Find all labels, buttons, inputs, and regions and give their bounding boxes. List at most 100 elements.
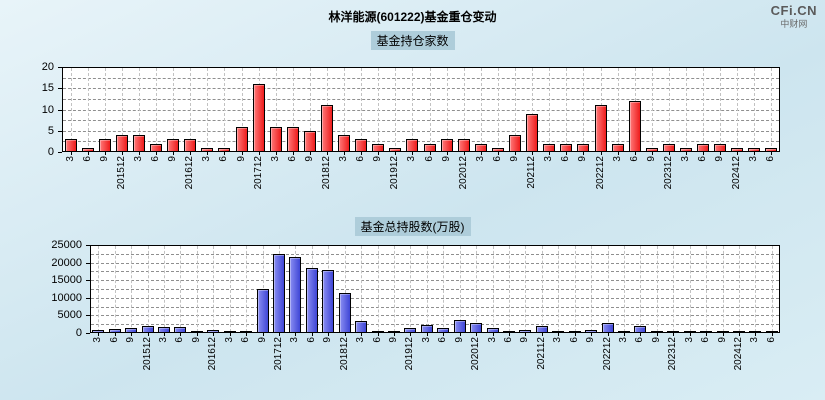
gridline-v xyxy=(722,246,724,332)
x-axis-tick xyxy=(532,152,534,155)
x-axis-tick xyxy=(292,152,294,155)
bar xyxy=(252,84,265,152)
x-axis-label: 3 xyxy=(132,156,144,162)
x-axis-label: 9 xyxy=(190,337,202,343)
x-axis-tick xyxy=(600,152,602,155)
gridline-v xyxy=(541,246,543,332)
x-axis-label: 6 xyxy=(491,156,503,162)
bar xyxy=(714,143,727,152)
y-axis-label: 25000 xyxy=(51,239,82,251)
bar xyxy=(543,143,556,152)
gridline-v xyxy=(720,68,722,151)
gridline-v xyxy=(566,68,568,151)
x-axis-label: 202112 xyxy=(526,156,538,189)
gridline-v xyxy=(104,68,106,151)
x-axis-tick xyxy=(395,152,397,155)
gridline-v xyxy=(275,68,277,151)
x-axis-label: 3 xyxy=(92,337,104,343)
gridline-v xyxy=(508,246,510,332)
bar xyxy=(601,323,614,333)
bar xyxy=(474,143,487,152)
x-axis-tick xyxy=(104,152,106,155)
bar xyxy=(679,147,692,152)
bar xyxy=(289,257,302,333)
x-axis-label: 6 xyxy=(628,156,640,162)
gridline-h xyxy=(63,77,779,79)
gridline-v xyxy=(131,246,133,332)
gridline-v xyxy=(737,68,739,151)
x-axis-tick xyxy=(311,333,313,336)
gridline-v xyxy=(459,246,461,332)
gridline-v xyxy=(607,246,609,332)
gridline-v xyxy=(689,246,691,332)
x-axis-tick xyxy=(114,333,116,336)
bar xyxy=(338,135,351,152)
bar xyxy=(303,130,316,152)
gridline-v xyxy=(623,246,625,332)
x-axis-label: 201812 xyxy=(320,156,332,190)
x-axis-tick xyxy=(393,333,395,336)
x-axis-tick xyxy=(480,152,482,155)
x-axis-tick xyxy=(566,152,568,155)
x-axis-label: 201812 xyxy=(338,337,350,371)
gridline-v xyxy=(147,246,149,332)
gridline-v xyxy=(180,246,182,332)
bar xyxy=(404,328,417,333)
x-axis-label: 6 xyxy=(81,156,93,162)
bar xyxy=(389,147,402,152)
gridline-v xyxy=(190,68,192,151)
y-axis-tick xyxy=(86,245,90,246)
x-axis-label: 3 xyxy=(420,337,432,343)
x-axis-tick xyxy=(754,152,756,155)
bar xyxy=(628,101,641,152)
x-axis-tick xyxy=(246,333,248,336)
bar xyxy=(256,289,269,333)
x-axis-label: 6 xyxy=(634,337,646,343)
x-axis-label: 3 xyxy=(406,156,418,162)
bar xyxy=(81,147,94,152)
x-axis-tick xyxy=(634,152,636,155)
y-axis-label: 15 xyxy=(41,82,54,95)
x-axis-label: 9 xyxy=(256,337,268,343)
bar xyxy=(218,147,231,152)
x-axis-label: 9 xyxy=(716,337,728,343)
x-axis-tick xyxy=(429,152,431,155)
x-axis-label: 6 xyxy=(423,156,435,162)
bar xyxy=(440,139,453,152)
y-axis-tick xyxy=(58,109,62,111)
x-axis-label: 3 xyxy=(338,156,350,162)
bar xyxy=(141,326,154,333)
x-axis-label: 201612 xyxy=(207,337,219,371)
bar xyxy=(338,292,351,333)
gridline-h xyxy=(91,280,779,282)
y-axis-tick xyxy=(86,333,90,334)
bar xyxy=(700,331,713,333)
x-axis-label: 202112 xyxy=(535,337,547,370)
x-axis-label: 3 xyxy=(223,337,235,343)
bar xyxy=(240,330,253,333)
x-axis-label: 6 xyxy=(240,337,252,343)
gridline-v xyxy=(754,68,756,151)
x-axis-tick xyxy=(98,333,100,336)
x-axis-tick xyxy=(771,152,773,155)
bar xyxy=(132,135,145,152)
bar xyxy=(697,143,710,152)
cfi-watermark: CFi.CN 中财网 xyxy=(771,3,817,29)
x-axis-label: 3 xyxy=(355,337,367,343)
gridline-h xyxy=(63,109,779,111)
x-axis-label: 9 xyxy=(714,156,726,162)
x-axis-tick xyxy=(617,152,619,155)
x-axis-label: 9 xyxy=(453,337,465,343)
bar xyxy=(190,331,203,333)
x-axis-tick xyxy=(463,152,465,155)
x-axis-tick xyxy=(224,152,226,155)
bar xyxy=(568,331,581,333)
x-axis-tick xyxy=(623,333,625,336)
x-axis-tick xyxy=(722,333,724,336)
x-axis-label: 201912 xyxy=(404,337,416,371)
y-axis-label: 15000 xyxy=(51,274,82,287)
x-axis-tick xyxy=(378,152,380,155)
x-axis-tick xyxy=(443,333,445,336)
x-axis-tick xyxy=(640,333,642,336)
